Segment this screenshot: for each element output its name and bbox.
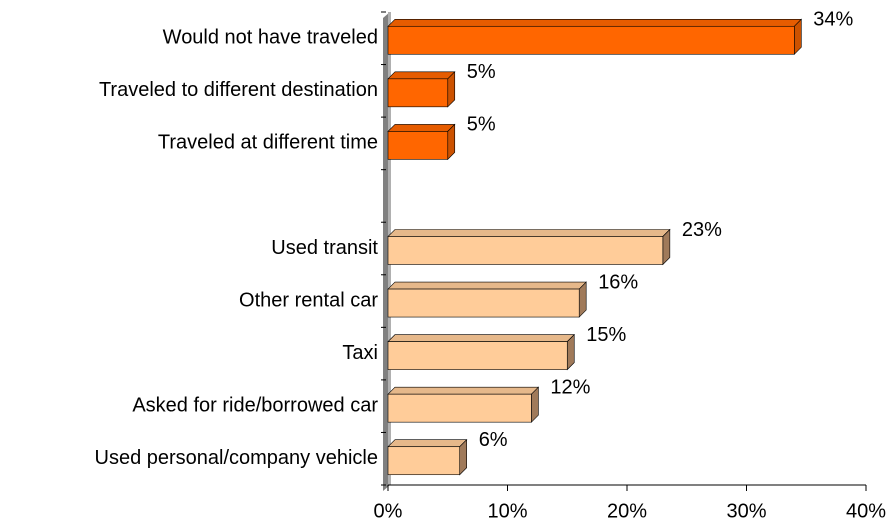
value-label: 34%: [813, 9, 853, 31]
y-tick-label: Used transit: [271, 237, 378, 259]
bar-top: [387, 71, 456, 80]
bar-top: [387, 334, 575, 342]
bar: [387, 288, 580, 318]
bar: [387, 131, 449, 160]
value-label: 15%: [586, 324, 626, 346]
bar: [387, 236, 664, 265]
bar: [387, 78, 449, 108]
x-tick-label: 40%: [846, 500, 886, 522]
value-label: 5%: [467, 61, 496, 83]
y-tick-label: Other rental car: [239, 289, 378, 311]
bar-top: [387, 439, 468, 448]
value-label: 23%: [682, 219, 722, 241]
bar-top: [387, 124, 456, 132]
value-label: 5%: [467, 114, 496, 136]
bar-top: [387, 281, 587, 290]
x-tick-label: 20%: [607, 500, 647, 522]
bar: [387, 341, 568, 370]
bar-top: [387, 18, 803, 27]
bar: [387, 446, 460, 476]
y-tick-label: Traveled at different time: [158, 132, 378, 154]
y-tick-label: Used personal/company vehicle: [95, 447, 379, 469]
x-tick-label: 30%: [726, 500, 766, 522]
value-label: 12%: [550, 376, 590, 398]
x-tick-label: 10%: [487, 500, 527, 522]
x-tick-label: 0%: [374, 500, 403, 522]
bar: [387, 25, 795, 55]
bar: [387, 393, 532, 423]
value-label: 6%: [479, 429, 508, 451]
bar-top: [387, 386, 540, 395]
y-tick-label: Taxi: [342, 342, 378, 364]
bar-top: [387, 229, 671, 237]
y-tick-label: Traveled to different destination: [99, 79, 378, 101]
y-tick-label: Would not have traveled: [163, 27, 378, 49]
value-label: 16%: [598, 271, 638, 293]
y-tick-label: Asked for ride/borrowed car: [132, 394, 378, 416]
